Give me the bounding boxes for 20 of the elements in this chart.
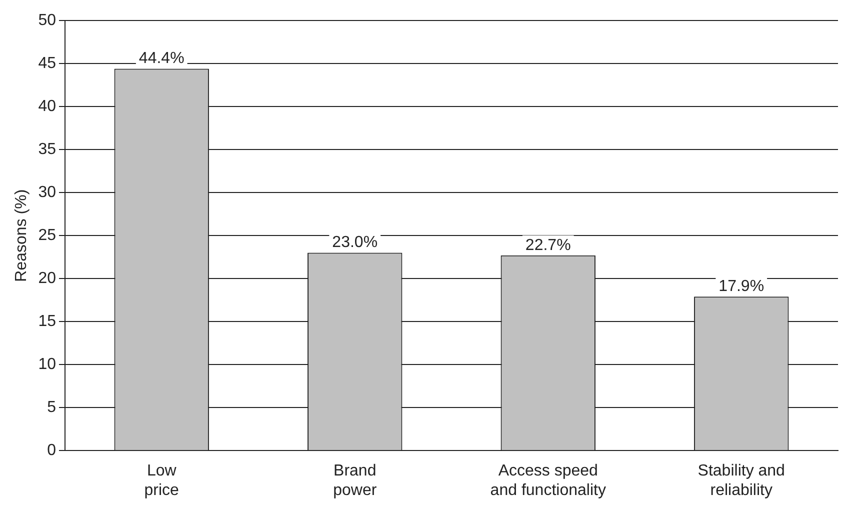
y-tick-label: 0 — [47, 442, 56, 460]
y-tick-label: 50 — [38, 12, 56, 30]
y-tick-label: 35 — [38, 141, 56, 158]
y-tick-label: 5 — [47, 399, 56, 416]
x-tick-label: Access speed and functionality — [490, 462, 606, 499]
x-tick-label: Brand power — [333, 462, 378, 499]
y-tick-label: 40 — [38, 98, 56, 116]
x-tick-label: Stability and reliability — [698, 462, 785, 499]
y-tick-label: 10 — [38, 356, 56, 374]
y-tick-label: 45 — [38, 55, 56, 72]
y-tick-label: 15 — [38, 313, 56, 330]
data-label: 44.4% — [138, 50, 184, 68]
y-tick-label: 30 — [38, 184, 56, 202]
y-tick-label: 25 — [38, 227, 56, 244]
data-label: 22.7% — [525, 236, 571, 254]
y-axis-title: Reasons (%) — [13, 189, 30, 282]
y-tick-label: 20 — [38, 270, 56, 288]
data-label: 17.9% — [718, 278, 764, 296]
x-tick-label: Low price — [144, 462, 180, 499]
data-label: 23.0% — [332, 234, 378, 252]
